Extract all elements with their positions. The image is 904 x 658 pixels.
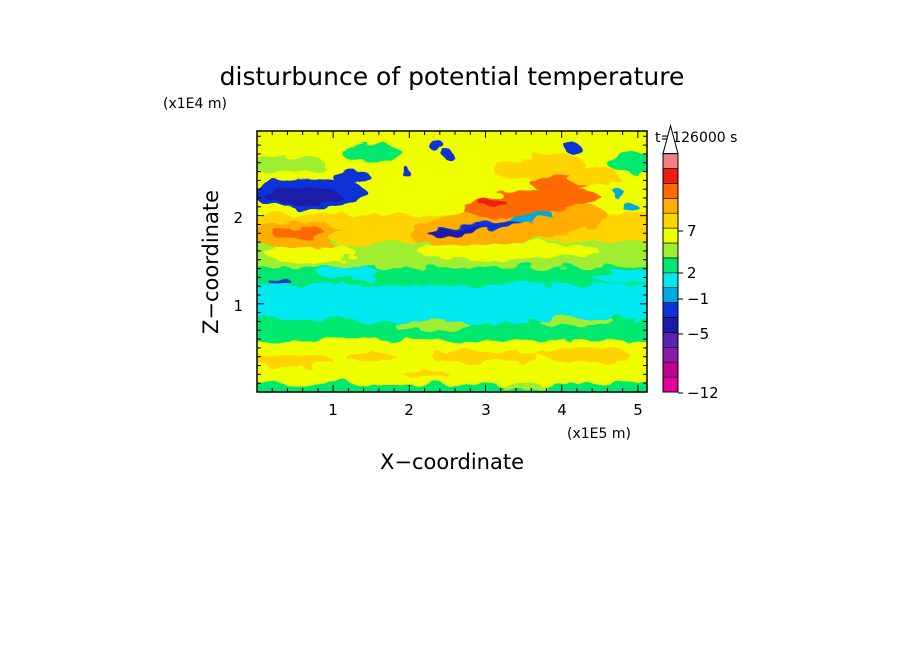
colorbar-swatch (663, 303, 678, 318)
colorbar-labels: 7 2 −1 −5 −12 (687, 222, 719, 402)
contour-patch (428, 140, 443, 151)
contour-patch (613, 189, 625, 198)
colorbar-swatch (663, 213, 678, 228)
colorbar-swatch (663, 332, 678, 347)
x-axis-label: X−coordinate (380, 450, 524, 474)
colorbar-swatch (663, 273, 678, 288)
colorbar-swatch (663, 362, 678, 377)
colorbar-swatch (663, 377, 678, 392)
colorbar-swatch (663, 318, 678, 333)
y-tick-label: 2 (233, 209, 243, 227)
contour-patch (623, 202, 638, 211)
colorbar-swatch (663, 169, 678, 184)
contour-patch (401, 167, 410, 176)
colorbar-swatch (663, 288, 678, 303)
colorbar-swatch (663, 183, 678, 198)
contour-patch (569, 366, 645, 375)
y-tick-label: 1 (233, 297, 243, 315)
x-tick-label: 5 (633, 401, 643, 419)
contour-patch (272, 226, 325, 240)
contour-patch (402, 369, 448, 376)
contour-patch (501, 382, 547, 391)
contour-patch (565, 142, 580, 154)
y-axis-label: Z−coordinate (199, 190, 223, 334)
contour-patch (432, 351, 539, 363)
colorbar-label: −12 (687, 384, 719, 402)
chart-title: disturbunce of potential temperature (220, 62, 685, 91)
colorbar-swatch (663, 154, 678, 169)
colorbar (663, 126, 683, 393)
contour-patch (539, 317, 615, 326)
contour-patch (318, 267, 379, 279)
x-tick-label: 1 (328, 401, 338, 419)
contour-patch (539, 348, 630, 362)
colorbar-label: −5 (687, 325, 709, 343)
contour-patch (268, 279, 291, 284)
colorbar-swatch (663, 198, 678, 213)
y-tick-labels: 1 2 (233, 209, 243, 315)
x-tick-label: 3 (481, 401, 491, 419)
colorbar-swatch (663, 228, 678, 243)
contour-patch (257, 355, 333, 367)
contour-patch (249, 156, 325, 174)
contour-patch (341, 143, 402, 161)
contour-patch (565, 167, 618, 185)
colorbar-label: 2 (687, 264, 697, 282)
colorbar-swatch (663, 347, 678, 362)
x-tick-labels: 1 2 3 4 5 (328, 401, 643, 419)
x-tick-label: 2 (404, 401, 414, 419)
colorbar-swatch (663, 258, 678, 273)
contour-patch (479, 199, 506, 208)
y-unit-label: (x1E4 m) (163, 96, 227, 112)
colorbar-swatch (663, 243, 678, 258)
colorbar-label: 7 (687, 222, 697, 240)
contour-patch (333, 171, 371, 185)
contour-patch (329, 229, 375, 247)
contour-patch (442, 150, 453, 159)
x-unit-label: (x1E5 m) (567, 426, 631, 442)
heatmap-field (237, 128, 667, 395)
colorbar-label: −1 (687, 290, 709, 308)
contour-patch (345, 352, 398, 361)
x-tick-label: 4 (557, 401, 567, 419)
contour-patch (394, 321, 470, 332)
contour-patch (265, 187, 341, 205)
